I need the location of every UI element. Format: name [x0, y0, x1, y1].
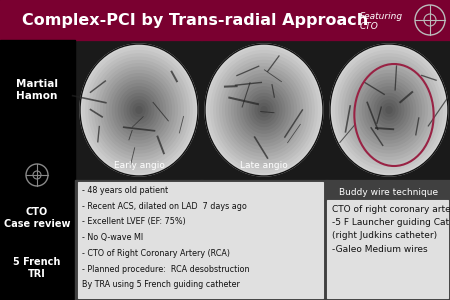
Ellipse shape	[220, 61, 308, 160]
Ellipse shape	[122, 90, 157, 130]
Ellipse shape	[383, 103, 395, 117]
Ellipse shape	[208, 47, 320, 173]
Ellipse shape	[339, 54, 439, 166]
Text: - Recent ACS, dilated on LAD  7 days ago: - Recent ACS, dilated on LAD 7 days ago	[82, 202, 247, 211]
Text: Late angio: Late angio	[240, 161, 288, 170]
Text: Buddy wire technique: Buddy wire technique	[339, 188, 439, 197]
Text: - Excellent LVEF (EF: 75%): - Excellent LVEF (EF: 75%)	[82, 218, 186, 226]
Ellipse shape	[234, 77, 293, 143]
Ellipse shape	[336, 51, 442, 169]
Ellipse shape	[380, 100, 398, 120]
Bar	[0, 40, 75, 300]
Ellipse shape	[205, 44, 323, 176]
Text: - 48 years old patient: - 48 years old patient	[82, 186, 168, 195]
Ellipse shape	[80, 44, 198, 176]
Ellipse shape	[258, 103, 270, 117]
Ellipse shape	[354, 70, 424, 150]
Ellipse shape	[133, 103, 145, 117]
Text: Early angio: Early angio	[113, 161, 164, 170]
Ellipse shape	[342, 57, 436, 163]
Text: CTO of right coronary artery
-5 F Launcher guiding Catheter
(right Judkins cathe: CTO of right coronary artery -5 F Launch…	[332, 205, 450, 254]
Ellipse shape	[127, 97, 151, 123]
Ellipse shape	[356, 74, 422, 146]
Ellipse shape	[362, 80, 415, 140]
Ellipse shape	[92, 57, 186, 163]
Ellipse shape	[261, 107, 267, 113]
Ellipse shape	[83, 47, 195, 173]
Bar	[203, 42, 325, 178]
Ellipse shape	[371, 90, 407, 130]
Ellipse shape	[333, 47, 445, 173]
Ellipse shape	[214, 54, 314, 166]
Bar	[328, 42, 450, 178]
Ellipse shape	[101, 67, 177, 153]
Ellipse shape	[229, 70, 299, 150]
Ellipse shape	[246, 90, 282, 130]
Ellipse shape	[351, 67, 428, 153]
Bar	[75, 180, 450, 300]
Ellipse shape	[211, 51, 317, 169]
Ellipse shape	[109, 77, 168, 143]
Ellipse shape	[225, 67, 302, 153]
Ellipse shape	[255, 100, 273, 120]
Text: Martial
Hamon: Martial Hamon	[16, 79, 58, 101]
Ellipse shape	[112, 80, 166, 140]
Ellipse shape	[217, 57, 311, 163]
Text: - CTO of Right Coronary Artery (RCA): - CTO of Right Coronary Artery (RCA)	[82, 249, 230, 258]
Ellipse shape	[95, 61, 183, 160]
Bar	[78, 42, 200, 178]
Ellipse shape	[136, 107, 142, 113]
Text: 5 French
TRI: 5 French TRI	[14, 257, 61, 279]
Text: Featuring
CTO: Featuring CTO	[360, 12, 403, 32]
Text: CTO
Case review: CTO Case review	[4, 207, 70, 229]
Ellipse shape	[104, 70, 175, 150]
Ellipse shape	[360, 77, 418, 143]
Bar	[0, 0, 450, 40]
Ellipse shape	[374, 94, 404, 127]
Ellipse shape	[240, 84, 288, 136]
Ellipse shape	[130, 100, 148, 120]
Ellipse shape	[243, 87, 285, 133]
Bar	[327, 200, 448, 298]
Ellipse shape	[118, 87, 160, 133]
Text: By TRA using 5 French guiding catheter: By TRA using 5 French guiding catheter	[82, 280, 240, 289]
Ellipse shape	[369, 87, 410, 133]
Ellipse shape	[107, 74, 171, 146]
Text: - Planned procedure:  RCA desobstruction: - Planned procedure: RCA desobstruction	[82, 265, 249, 274]
Ellipse shape	[98, 64, 180, 156]
Bar	[78, 182, 323, 298]
Text: - No Q-wave MI: - No Q-wave MI	[82, 233, 143, 242]
Ellipse shape	[124, 94, 154, 127]
Ellipse shape	[377, 97, 401, 123]
Ellipse shape	[330, 44, 448, 176]
Ellipse shape	[249, 94, 279, 127]
Ellipse shape	[345, 61, 433, 160]
Ellipse shape	[115, 84, 162, 136]
Ellipse shape	[348, 64, 430, 156]
Ellipse shape	[365, 84, 413, 136]
Ellipse shape	[252, 97, 276, 123]
Ellipse shape	[86, 51, 192, 169]
Text: Complex-PCI by Trans-radial Approach: Complex-PCI by Trans-radial Approach	[22, 13, 368, 28]
Ellipse shape	[386, 107, 392, 113]
Ellipse shape	[223, 64, 305, 156]
Ellipse shape	[232, 74, 297, 146]
Ellipse shape	[89, 54, 189, 166]
Ellipse shape	[238, 80, 291, 140]
